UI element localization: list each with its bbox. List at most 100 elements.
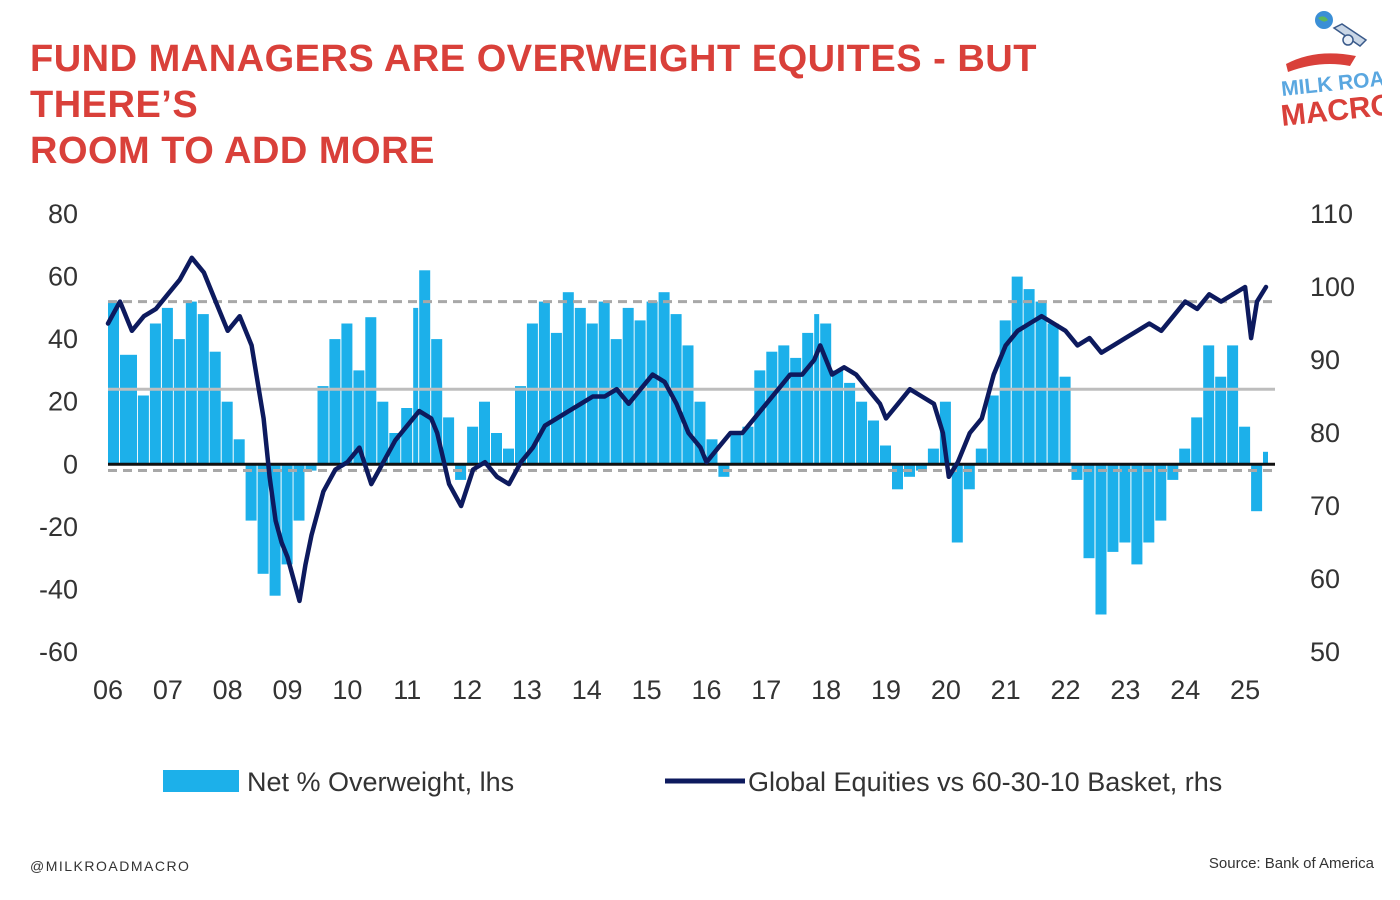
legend-bar-label: Net % Overweight, lhs xyxy=(247,767,514,797)
bar xyxy=(915,464,927,471)
bar xyxy=(353,370,365,465)
bar xyxy=(317,386,329,465)
x-tick-label: 06 xyxy=(93,675,123,705)
x-tick-label: 15 xyxy=(632,675,662,705)
bar xyxy=(975,448,987,465)
footer-source: Source: Bank of America xyxy=(1208,855,1374,872)
milk-road-macro-logo: MILK ROAD MACRO xyxy=(1279,11,1382,132)
bar xyxy=(1083,464,1095,559)
bar xyxy=(173,339,185,465)
bar xyxy=(658,292,670,465)
bar xyxy=(550,332,562,465)
bar xyxy=(730,433,742,465)
bar xyxy=(868,420,879,465)
x-tick-label: 23 xyxy=(1110,675,1140,705)
bar xyxy=(1119,464,1131,543)
bar xyxy=(1059,376,1071,465)
bar xyxy=(1023,289,1035,465)
bar xyxy=(1191,417,1203,465)
left-tick-label: -60 xyxy=(39,637,78,667)
bar xyxy=(622,307,634,465)
legend-bar-swatch xyxy=(163,770,239,792)
bar xyxy=(137,395,149,465)
legend-line-label: Global Equities vs 60-30-10 Basket, rhs xyxy=(748,767,1222,797)
x-tick-label: 07 xyxy=(153,675,183,705)
right-tick-label: 60 xyxy=(1310,564,1340,594)
bar xyxy=(455,464,467,480)
right-tick-label: 90 xyxy=(1310,345,1340,375)
bar xyxy=(419,270,431,465)
bar xyxy=(1047,323,1059,465)
legend: Net % Overweight, lhs Global Equities vs… xyxy=(163,767,1222,797)
bar xyxy=(108,301,119,465)
left-tick-label: 60 xyxy=(48,262,78,292)
bar xyxy=(221,401,233,465)
bar xyxy=(431,339,443,465)
globe-rocket-icon xyxy=(1286,11,1368,72)
bar xyxy=(742,426,754,465)
bar xyxy=(880,445,891,465)
bar xyxy=(1227,345,1239,465)
right-tick-label: 100 xyxy=(1310,272,1355,302)
right-tick-label: 50 xyxy=(1310,637,1340,667)
bar xyxy=(503,448,514,465)
left-tick-label: 0 xyxy=(63,449,78,479)
bar xyxy=(1095,464,1107,615)
bar xyxy=(479,401,490,465)
bar xyxy=(778,345,790,465)
left-axis: 80 60 40 20 0 -20 -40 -60 xyxy=(39,199,78,667)
bar xyxy=(1215,376,1227,465)
reference-lines xyxy=(108,300,1275,473)
bar xyxy=(694,401,706,465)
title-line-2: ROOM TO ADD MORE xyxy=(30,130,435,172)
bar xyxy=(820,323,832,465)
bar xyxy=(413,307,419,465)
right-axis: 110 100 90 80 70 60 50 xyxy=(1310,199,1355,667)
x-tick-label: 09 xyxy=(273,675,303,705)
bar xyxy=(682,345,694,465)
bar xyxy=(538,301,550,465)
bar xyxy=(574,307,586,465)
bar xyxy=(1107,464,1119,552)
x-tick-label: 08 xyxy=(213,675,243,705)
right-tick-label: 80 xyxy=(1310,418,1340,448)
bar xyxy=(844,382,856,465)
bar xyxy=(389,433,401,465)
x-axis: 06 07 08 09 10 11 12 13 14 15 16 17 18 19 20 21 22 23 24 25 xyxy=(93,675,1260,705)
bar xyxy=(149,323,161,465)
bar xyxy=(586,323,598,465)
x-tick-label: 13 xyxy=(512,675,542,705)
bar xyxy=(1131,464,1143,565)
bar xyxy=(987,395,999,465)
left-tick-label: -40 xyxy=(39,574,78,604)
bar xyxy=(939,401,951,465)
bar xyxy=(562,292,574,465)
bar xyxy=(377,401,389,465)
x-tick-label: 16 xyxy=(691,675,721,705)
x-tick-label: 21 xyxy=(991,675,1021,705)
bar-series xyxy=(108,270,1268,615)
bar xyxy=(754,370,766,465)
bar xyxy=(1011,276,1023,465)
bar xyxy=(491,433,502,465)
bar xyxy=(646,301,658,465)
bar xyxy=(1155,464,1167,521)
bar xyxy=(329,339,341,465)
bar xyxy=(341,323,353,465)
line-series xyxy=(105,255,1269,604)
bar xyxy=(999,320,1011,465)
left-tick-label: 80 xyxy=(48,199,78,229)
page-title: FUND MANAGERS ARE OVERWEIGHT EQUITES - B… xyxy=(30,36,1210,174)
bar xyxy=(1179,448,1191,465)
bar xyxy=(161,307,173,465)
bar xyxy=(293,464,305,521)
bar xyxy=(856,401,868,465)
bar xyxy=(281,464,293,565)
bar xyxy=(927,448,939,465)
title-line-1: FUND MANAGERS ARE OVERWEIGHT EQUITES - B… xyxy=(30,38,1037,126)
x-tick-label: 12 xyxy=(452,675,482,705)
bar xyxy=(766,351,778,465)
bar xyxy=(790,357,802,465)
bar xyxy=(832,370,844,465)
